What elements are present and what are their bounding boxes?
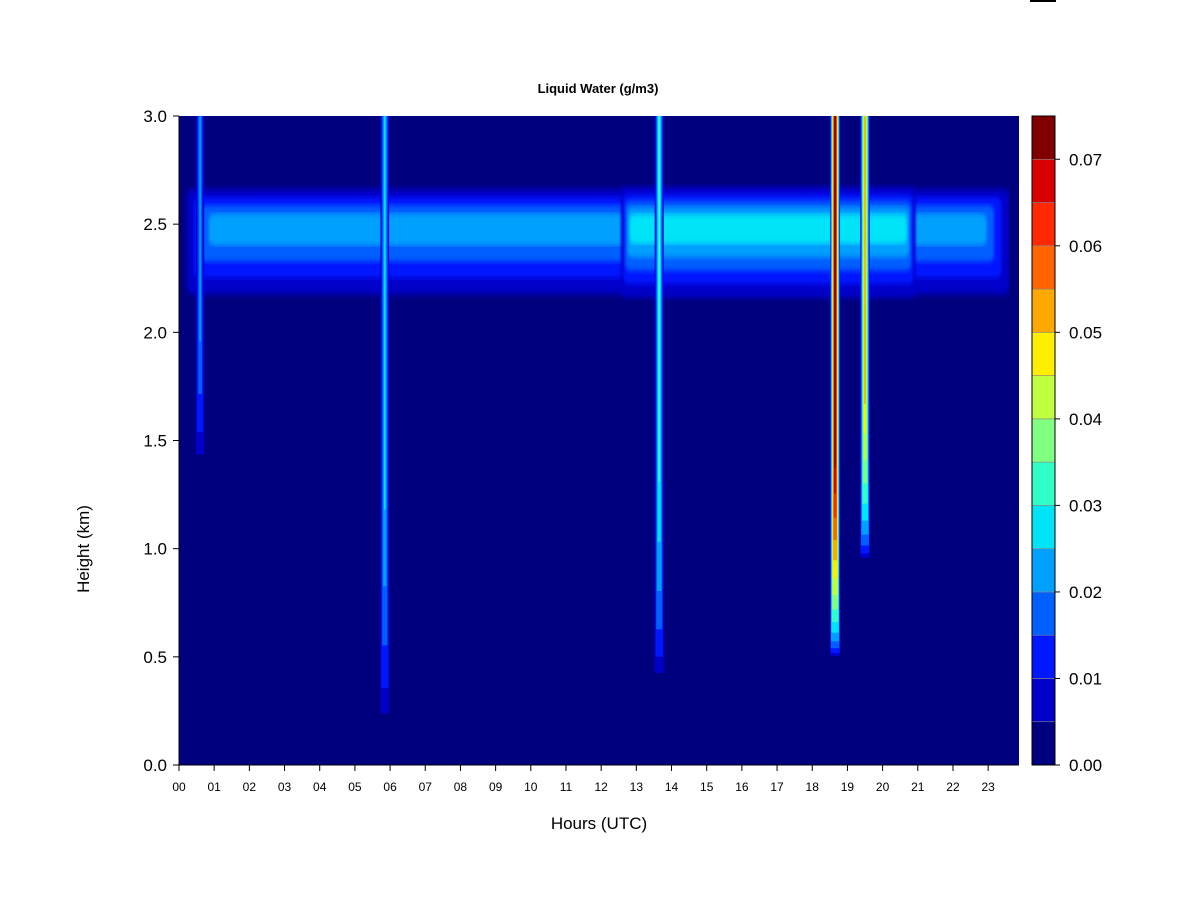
colorbar-swatch [1031,634,1056,679]
colorbar-tick-label: 0.00 [1069,756,1102,775]
x-tick-label: 10 [524,780,538,794]
colorbar-swatch [1031,115,1056,160]
colorbar-swatch [1031,202,1056,247]
x-tick-label: 08 [454,780,468,794]
x-tick-label: 21 [911,780,925,794]
y-tick-label: 0.0 [143,756,167,775]
colorbar-ticks: 0.00 0.01 0.02 0.03 0.04 0.05 0.06 0.07 [1055,150,1102,775]
x-tick-label: 07 [419,780,433,794]
colorbar-swatch [1031,418,1056,463]
colorbar-tick-label: 0.03 [1069,496,1102,515]
colorbar-swatch [1031,245,1056,290]
cloud-column-band [658,116,660,482]
x-tick-label: 03 [278,780,292,794]
y-tick-label: 3.0 [143,107,167,126]
colorbar-swatch [1031,505,1056,549]
y-tick-label: 2.0 [143,323,167,342]
x-tick-label: 11 [560,780,573,794]
x-axis: 00 01 02 03 04 05 06 07 08 09 10 11 12 13 14 15 16 17 18 19… [172,764,1019,794]
x-tick-label: 02 [243,780,257,794]
colorbar-tick-label: 0.07 [1069,150,1102,169]
x-tick-label: 17 [770,780,784,794]
x-tick-label: 22 [946,780,960,794]
x-tick-label: 23 [981,780,995,794]
cloud-columns [195,116,870,714]
y-axis: 0.0 0.5 1.0 1.5 2.0 2.5 3.0 [143,107,180,775]
y-tick-label: 2.5 [143,215,167,234]
colorbar-swatch [1031,288,1056,333]
colorbar-tick-label: 0.04 [1069,410,1102,429]
plot-area [179,116,1019,765]
y-tick-label: 1.5 [143,432,167,451]
x-tick-label: 01 [208,780,222,794]
x-tick-label: 00 [172,780,186,794]
x-tick-label: 16 [735,780,749,794]
colorbar-tick-label: 0.01 [1069,669,1102,688]
x-tick-label: 12 [594,780,608,794]
x-tick-label: 15 [700,780,714,794]
x-tick-label: 14 [665,780,679,794]
chart-title: Liquid Water (g/m3) [538,81,659,96]
colorbar-swatch [1031,678,1056,723]
colorbar [1031,115,1056,766]
cloud-column-band [864,116,866,405]
x-tick-label: 19 [841,780,855,794]
x-tick-label: 09 [489,780,503,794]
colorbar-swatch [1031,375,1056,420]
y-tick-label: 0.5 [143,648,167,667]
x-tick-label: 06 [383,780,397,794]
colorbar-tick-label: 0.06 [1069,237,1102,256]
cloud-column-band [199,116,201,341]
x-axis-label: Hours (UTC) [551,814,647,833]
cloud-column-band [834,116,836,468]
corner-mark [1030,0,1056,2]
colorbar-tick-label: 0.05 [1069,323,1102,342]
colorbar-swatch [1031,461,1056,506]
colorbar-swatch [1031,158,1056,203]
y-tick-label: 1.0 [143,540,167,559]
x-tick-label: 20 [876,780,890,794]
cloud-column-band [384,116,386,510]
colorbar-tick-label: 0.02 [1069,583,1102,602]
x-tick-label: 05 [348,780,362,794]
y-axis-label: Height (km) [74,505,93,593]
colorbar-border [1031,115,1056,766]
x-tick-label: 18 [806,780,820,794]
colorbar-swatch [1031,591,1056,636]
cloud-layers [186,187,1009,298]
colorbar-swatch [1031,721,1056,766]
colorbar-swatch [1031,548,1056,593]
x-tick-label: 04 [313,780,327,794]
x-tick-label: 13 [630,780,644,794]
colorbar-swatch [1031,332,1056,376]
